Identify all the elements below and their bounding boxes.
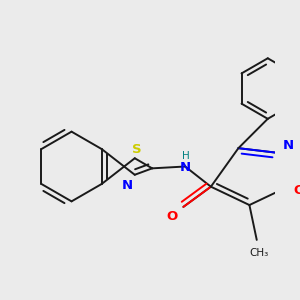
Text: O: O xyxy=(293,184,300,197)
Text: N: N xyxy=(122,179,133,192)
Text: N: N xyxy=(282,139,293,152)
Text: N: N xyxy=(180,161,191,174)
Text: O: O xyxy=(167,209,178,223)
Text: S: S xyxy=(132,142,141,156)
Text: CH₃: CH₃ xyxy=(249,248,268,258)
Text: H: H xyxy=(182,151,190,160)
